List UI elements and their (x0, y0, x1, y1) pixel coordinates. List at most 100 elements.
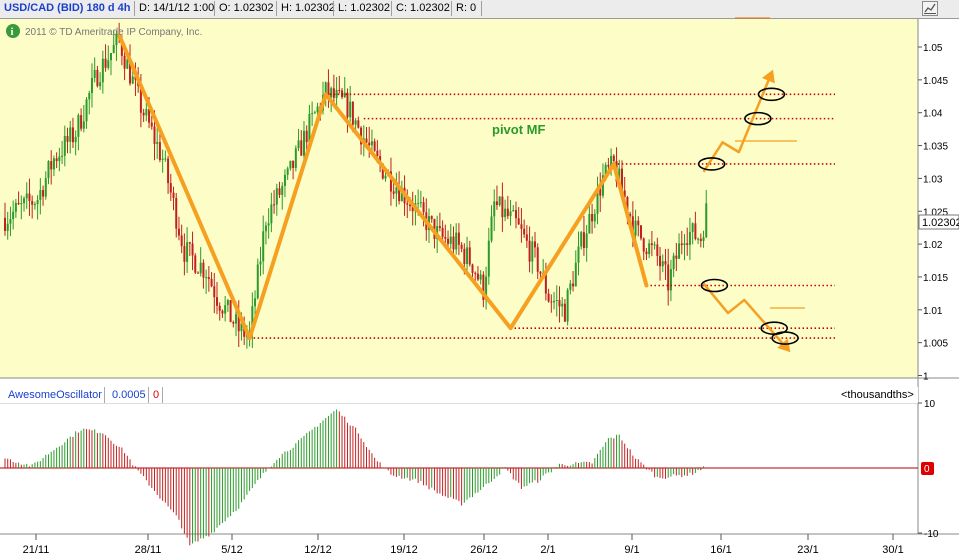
candle-body (251, 306, 254, 332)
candle-body (523, 228, 526, 235)
header-separator (276, 1, 277, 16)
candle-body (623, 190, 626, 198)
oscillator-header-separator (162, 387, 163, 403)
candle-body (457, 232, 460, 245)
pivot-annotation: pivot MF (492, 122, 545, 137)
candle-body (110, 53, 113, 61)
candle-body (145, 109, 148, 116)
oscillator-units: <thousandths> (841, 389, 914, 401)
oscillator-name[interactable]: AwesomeOscillator (8, 389, 102, 401)
candle-body (520, 224, 523, 229)
candle-body (226, 300, 229, 306)
oscillator-header: AwesomeOscillator 0.0005 0 <thousandths> (0, 387, 918, 403)
candle-body (539, 271, 542, 274)
candle-body (69, 127, 72, 142)
x-axis-tick-label: 26/12 (470, 544, 498, 556)
candle-body (186, 242, 189, 262)
candle-body (373, 141, 376, 151)
candle-body (156, 142, 159, 144)
candle-body (593, 213, 596, 222)
x-axis-tick-label: 21/11 (23, 544, 50, 556)
candle-body (466, 247, 469, 264)
candle-body (381, 164, 384, 179)
candle-body (561, 303, 564, 307)
oscillator-value: 0.0005 (112, 389, 146, 401)
candle-body (691, 223, 694, 232)
candle-body (31, 201, 34, 205)
candle-body (487, 240, 490, 277)
candle-body (101, 58, 104, 83)
copyright-text: 2011 © TD Ameritrade IP Company, Inc. (25, 27, 202, 38)
candle-body (177, 228, 180, 236)
chart-settings-icon[interactable] (922, 1, 938, 16)
candle-body (123, 55, 126, 69)
candle-body (509, 211, 512, 217)
candle-body (675, 255, 678, 259)
candle-body (107, 60, 110, 68)
candle-body (196, 272, 199, 274)
candle-body (172, 192, 175, 198)
candle-body (395, 187, 398, 194)
candle-body (311, 113, 314, 115)
candle-body (292, 160, 295, 168)
candle-body (199, 262, 202, 274)
target-ellipse (697, 157, 726, 171)
candle-body (659, 256, 662, 267)
candle-body (17, 202, 20, 205)
candle-body (430, 216, 433, 220)
candle-body (169, 183, 172, 193)
info-icon-glyph: i (11, 26, 14, 38)
candle-body (476, 273, 479, 280)
candle-body (237, 314, 240, 332)
candle-body (338, 89, 341, 91)
candle-body (44, 178, 47, 197)
candle-body (264, 225, 267, 232)
candle-body (580, 232, 583, 247)
candle-body (90, 77, 93, 94)
candle-body (297, 140, 300, 149)
info-icon[interactable] (6, 24, 20, 38)
candle-body (653, 244, 656, 246)
x-axis-tick-label: 2/1 (540, 544, 555, 556)
candle-body (80, 115, 83, 129)
symbol-label[interactable]: USD/CAD (BID) 180 d 4h (4, 2, 131, 14)
candle-body (392, 191, 395, 194)
candle-body (479, 274, 482, 280)
target-ellipse (771, 331, 799, 345)
candle-body (400, 187, 403, 202)
candle-body (207, 277, 210, 279)
header-separator (214, 1, 215, 16)
candle-body (286, 168, 289, 175)
header-separator (391, 1, 392, 16)
candle-body (55, 158, 58, 162)
candle-body (550, 301, 553, 303)
candle-body (517, 218, 520, 225)
x-axis-tick-label: 19/12 (390, 544, 418, 556)
candle-body (153, 126, 156, 144)
candle-body (134, 76, 137, 80)
candle-body (180, 235, 183, 247)
candle-body (20, 203, 23, 205)
candle-body (555, 299, 558, 301)
price-axis-tick-label: 1.02 (923, 240, 943, 251)
candle-body (574, 262, 577, 287)
candle-body (642, 238, 645, 252)
candle-body (330, 88, 333, 98)
candle-body (52, 158, 55, 170)
candle-body (368, 142, 371, 146)
target-ellipse (744, 111, 772, 126)
candle-body (525, 234, 528, 241)
candle-body (9, 219, 12, 224)
price-axis-tick-label: 1.045 (923, 76, 948, 87)
target-ellipse (757, 87, 786, 102)
price-axis-tick-label: 1.01 (923, 306, 943, 317)
candle-body (604, 164, 607, 176)
candle-body (504, 208, 507, 218)
candle-body (419, 202, 422, 204)
candle-body (63, 136, 66, 156)
candle-body (501, 196, 504, 218)
price-axis-tick-label: 1.04 (923, 109, 943, 120)
projection-up-arrow-head (761, 69, 775, 84)
candle-body (205, 277, 208, 279)
candle-body (131, 76, 134, 84)
